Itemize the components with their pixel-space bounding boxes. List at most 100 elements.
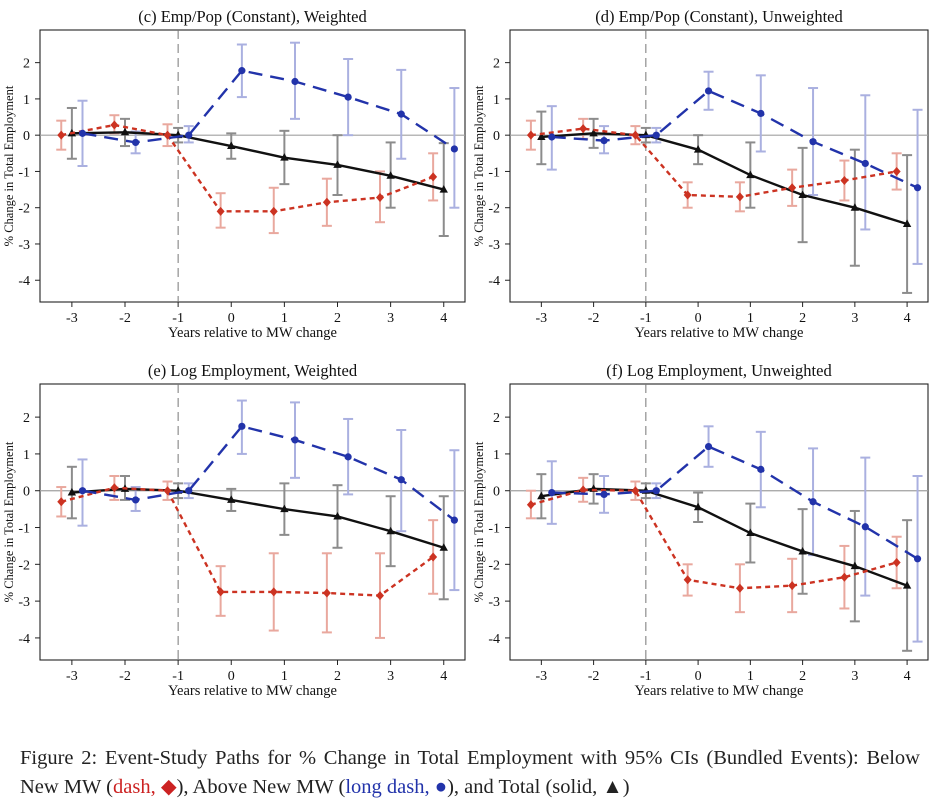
data-point xyxy=(746,170,755,179)
caption-mid-1: ), Above New MW ( xyxy=(176,776,346,798)
data-point xyxy=(579,124,588,134)
data-point xyxy=(600,137,608,145)
x-tick-label: 2 xyxy=(799,311,806,326)
caption-prefix: Figure 2: Event-Study Paths for % Change… xyxy=(20,747,920,798)
x-tick-label: 4 xyxy=(440,311,447,326)
data-point xyxy=(269,206,278,216)
x-tick-label: 3 xyxy=(851,669,858,684)
x-tick-label: 3 xyxy=(387,311,394,326)
data-point xyxy=(537,491,546,500)
y-tick-label: -1 xyxy=(18,522,30,537)
data-point xyxy=(450,516,458,524)
y-tick-label: -3 xyxy=(488,238,500,253)
y-tick-label: 0 xyxy=(23,129,30,144)
x-tick-label: -1 xyxy=(640,311,652,326)
x-tick-label: -3 xyxy=(66,669,78,684)
data-point xyxy=(386,171,395,179)
x-tick-label: -3 xyxy=(66,311,78,326)
x-tick-label: 0 xyxy=(228,669,235,684)
data-point xyxy=(892,166,901,176)
data-point xyxy=(746,528,755,537)
data-point xyxy=(757,465,765,473)
series-line xyxy=(82,69,456,150)
chart-panel-1: (d) Emp/Pop (Constant), Unweighted 2 1 0 -1 -… xyxy=(472,7,929,341)
x-tick-label: -3 xyxy=(536,311,548,326)
data-point xyxy=(850,203,860,211)
data-point xyxy=(291,77,299,86)
data-point xyxy=(333,511,342,520)
data-point xyxy=(227,495,236,503)
data-point xyxy=(280,504,289,513)
data-point xyxy=(809,498,817,506)
chart-panel-0: (c) Emp/Pop (Constant), Weighted 2 1 0 -1 -2 -… xyxy=(2,7,466,341)
y-tick-label: -2 xyxy=(18,202,30,217)
data-point xyxy=(429,172,438,182)
plot-frame xyxy=(39,383,466,661)
x-axis-label: Years relative to MW change xyxy=(168,325,337,341)
chart-title: (c) Emp/Pop (Constant), Weighted xyxy=(138,7,367,26)
data-point xyxy=(861,523,869,531)
y-axis-label: % Change in Total Employment xyxy=(2,441,16,602)
y-tick-label: -4 xyxy=(18,274,30,289)
y-tick-label: -2 xyxy=(488,558,500,573)
data-point xyxy=(600,490,608,498)
data-point xyxy=(537,132,546,140)
series-line xyxy=(541,132,908,226)
y-tick-label: 2 xyxy=(493,411,500,426)
x-tick-label: 1 xyxy=(281,669,288,684)
data-point xyxy=(652,487,660,495)
chart-title: (e) Log Employment, Weighted xyxy=(148,361,358,380)
x-axis-label: Years relative to MW change xyxy=(635,683,804,699)
data-point xyxy=(376,193,384,203)
figure: (c) Emp/Pop (Constant), Weighted 2 1 0 -1 -2 -… xyxy=(2,7,929,699)
y-tick-label: -3 xyxy=(488,595,500,610)
data-point xyxy=(704,442,713,451)
series-line xyxy=(530,488,897,590)
data-point xyxy=(216,587,225,597)
x-tick-label: 1 xyxy=(747,311,754,326)
data-point xyxy=(120,127,130,136)
data-point xyxy=(397,476,405,484)
data-point xyxy=(429,552,438,562)
x-tick-label: 1 xyxy=(281,311,288,326)
x-tick-label: 0 xyxy=(228,311,235,326)
data-point xyxy=(579,485,588,495)
y-tick-label: -1 xyxy=(488,165,500,180)
x-tick-label: 4 xyxy=(904,311,911,326)
y-tick-label: 0 xyxy=(493,485,500,500)
chart-title: (d) Emp/Pop (Constant), Unweighted xyxy=(595,7,843,26)
data-point xyxy=(798,546,807,555)
data-point xyxy=(280,153,289,161)
data-point xyxy=(439,185,448,193)
y-tick-label: -3 xyxy=(18,595,30,610)
data-point xyxy=(902,581,912,589)
plot-frame xyxy=(39,29,466,303)
caption-above-style: long dash, ● xyxy=(345,776,448,798)
data-point xyxy=(110,483,119,493)
y-tick-label: -1 xyxy=(18,165,30,180)
data-point xyxy=(892,557,901,567)
caption-below-style: dash, ◆ xyxy=(113,776,177,798)
data-point xyxy=(78,129,87,137)
data-point xyxy=(397,110,405,118)
data-point xyxy=(185,487,193,495)
plot-frame xyxy=(509,29,929,303)
data-point xyxy=(788,183,797,193)
x-tick-label: 0 xyxy=(695,669,702,684)
x-tick-label: 4 xyxy=(440,669,447,684)
data-point xyxy=(344,453,352,461)
data-point xyxy=(693,502,703,511)
y-tick-label: 0 xyxy=(493,129,500,144)
series-line xyxy=(530,127,897,199)
series-line xyxy=(551,89,919,189)
data-point xyxy=(683,575,692,585)
data-point xyxy=(902,219,912,228)
x-tick-label: -1 xyxy=(172,669,184,684)
x-tick-label: -2 xyxy=(119,669,131,684)
data-point xyxy=(57,497,66,507)
data-point xyxy=(589,128,598,137)
x-axis-label: Years relative to MW change xyxy=(168,683,337,699)
x-tick-label: 3 xyxy=(851,311,858,326)
data-point xyxy=(110,120,119,130)
chart-title: (f) Log Employment, Unweighted xyxy=(606,361,832,380)
